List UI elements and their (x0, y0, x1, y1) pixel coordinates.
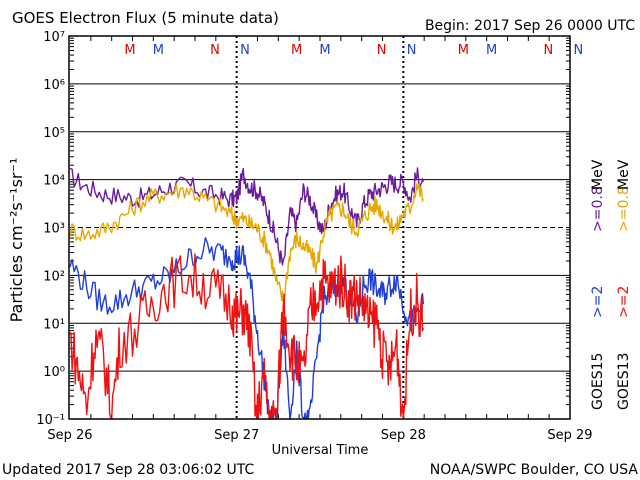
x-tick-label: Sep 28 (381, 428, 426, 443)
marker-n: N (377, 43, 387, 58)
begin-time: Begin: 2017 Sep 26 0000 UTC (425, 18, 635, 34)
marker-m: M (291, 43, 302, 58)
legend-goes15: GOES15 (590, 353, 606, 410)
plot-frame (68, 35, 571, 420)
marker-n: N (407, 43, 417, 58)
y-axis-label: Particles cm⁻²s⁻¹sr⁻¹ (7, 158, 26, 323)
x-axis-ticks: Sep 26 Sep 27 Sep 28 Sep 29 (47, 36, 593, 443)
marker-m: M (458, 43, 469, 58)
marker-m: M (124, 43, 135, 58)
legend-mev-2: MeV (616, 159, 632, 190)
y-tick-label: 10⁵ (43, 126, 65, 141)
series-line-0 (69, 167, 424, 266)
legend-goes13-e08: >=0.8 (616, 186, 632, 232)
chart-title: GOES Electron Flux (5 minute data) (12, 9, 279, 27)
x-tick-label: Sep 27 (214, 428, 259, 443)
y-tick-label: 10⁰ (43, 365, 65, 380)
y-tick-label: 10¹ (43, 317, 65, 332)
marker-m: M (486, 43, 497, 58)
y-tick-label: 10⁴ (43, 174, 65, 189)
x-axis-label: Universal Time (272, 443, 369, 458)
legend-goes13: GOES13 (616, 353, 632, 410)
marker-n: N (240, 43, 250, 58)
y-tick-label: 10⁶ (43, 78, 65, 93)
series-line-2 (69, 237, 424, 420)
legend-goes13-e2: >=2 (616, 286, 632, 318)
legend-goes15-e08: >=0.8 (590, 186, 606, 232)
y-tick-label: 10⁷ (43, 30, 65, 45)
y-tick-label: 10² (43, 269, 65, 284)
marker-n: N (543, 43, 553, 58)
y-tick-label: 10⁻¹ (36, 413, 65, 428)
legend-goes15-e2: >=2 (590, 286, 606, 318)
series-line-3 (69, 253, 424, 420)
x-tick-label: Sep 26 (47, 428, 92, 443)
updated-time: Updated 2017 Sep 28 03:06:02 UTC (2, 462, 255, 478)
marker-m: M (319, 43, 330, 58)
data-series (69, 167, 424, 420)
series-line-1 (69, 183, 424, 304)
credit: NOAA/SWPC Boulder, CO USA (430, 462, 639, 478)
marker-n: N (573, 43, 583, 58)
legend-mev-1: MeV (590, 159, 606, 190)
x-tick-label: Sep 29 (547, 428, 592, 443)
legend: GOES15 GOES13 >=2 >=2 >=0.8 >=0.8 MeV Me… (590, 159, 632, 410)
y-tick-label: 10³ (43, 222, 65, 237)
marker-n: N (210, 43, 220, 58)
marker-m: M (153, 43, 164, 58)
